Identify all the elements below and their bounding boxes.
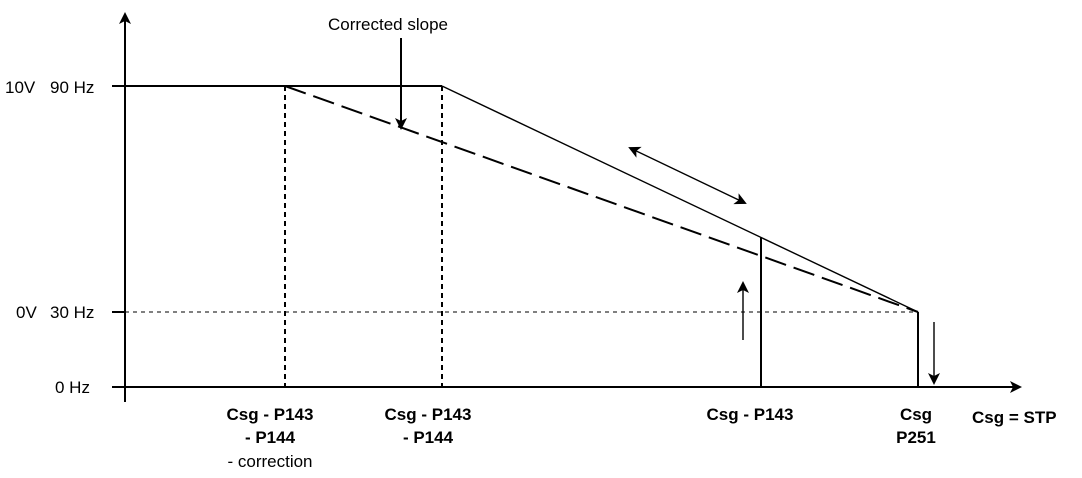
corrected-point-label-line3: - correction xyxy=(227,452,312,471)
label-30hz: 30 Hz xyxy=(50,303,94,322)
setpoint-p251-label: Csg P251 xyxy=(896,405,936,447)
ramp-start-label-line2: - P144 xyxy=(403,428,454,447)
setpoint-p251-label-line2: P251 xyxy=(896,428,936,447)
slope-shift-double-arrow xyxy=(628,146,747,205)
ramp-start-label-line1: Csg - P143 xyxy=(385,405,472,424)
corrected-slope-annotation: Corrected slope xyxy=(328,15,448,34)
label-10v: 10V xyxy=(5,78,36,97)
corrected-ramp-line xyxy=(284,85,919,313)
label-0v: 0V xyxy=(16,303,37,322)
ramp-start-label: Csg - P143 - P144 xyxy=(385,405,472,447)
setpoint-minus-p143-label: Csg - P143 xyxy=(707,405,794,424)
corrected-point-label: Csg - P143 - P144 - correction xyxy=(227,405,314,471)
x-axis-label: Csg = STP xyxy=(972,408,1057,427)
setpoint-p251-label-line1: Csg xyxy=(900,405,932,424)
original-ramp-line xyxy=(441,85,919,313)
label-90hz: 90 Hz xyxy=(50,78,94,97)
corrected-point-label-line2: - P144 xyxy=(245,428,296,447)
corrected-point-label-line1: Csg - P143 xyxy=(227,405,314,424)
label-0hz: 0 Hz xyxy=(55,378,90,397)
